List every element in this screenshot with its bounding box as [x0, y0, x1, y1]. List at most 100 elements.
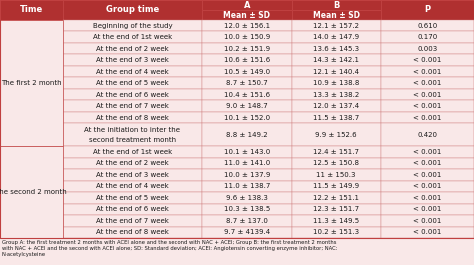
Bar — [63, 0, 202, 20]
Text: 9.7 ± 4139.4: 9.7 ± 4139.4 — [224, 229, 270, 235]
Bar — [381, 227, 474, 238]
Bar — [0, 0, 63, 20]
Text: 10.2 ± 151.3: 10.2 ± 151.3 — [313, 229, 359, 235]
Bar — [381, 192, 474, 204]
Text: 8.7 ± 150.7: 8.7 ± 150.7 — [226, 80, 268, 86]
Bar — [292, 227, 381, 238]
Text: 12.5 ± 150.8: 12.5 ± 150.8 — [313, 160, 359, 166]
Bar — [381, 20, 474, 32]
Text: 8.7 ± 137.0: 8.7 ± 137.0 — [226, 218, 268, 224]
Bar — [63, 112, 202, 123]
Text: The second 2 month: The second 2 month — [0, 189, 67, 195]
Text: P: P — [424, 6, 430, 15]
Text: At the initiation to inter the: At the initiation to inter the — [84, 127, 181, 133]
Bar — [292, 20, 381, 32]
Bar — [381, 123, 474, 146]
Text: 11.5 ± 149.9: 11.5 ± 149.9 — [313, 183, 359, 189]
Text: At the end of 3 week: At the end of 3 week — [96, 172, 169, 178]
Text: 12.0 ± 137.4: 12.0 ± 137.4 — [313, 103, 359, 109]
Bar — [292, 100, 381, 112]
Text: < 0.001: < 0.001 — [413, 92, 441, 98]
Text: 12.2 ± 151.1: 12.2 ± 151.1 — [313, 195, 359, 201]
Text: 10.6 ± 151.6: 10.6 ± 151.6 — [224, 57, 270, 63]
Text: 10.4 ± 151.6: 10.4 ± 151.6 — [224, 92, 270, 98]
Text: 10.9 ± 138.8: 10.9 ± 138.8 — [313, 80, 359, 86]
Text: 12.1 ± 157.2: 12.1 ± 157.2 — [313, 23, 359, 29]
Bar — [381, 32, 474, 43]
Bar — [63, 20, 202, 32]
Bar — [381, 146, 474, 158]
Text: Time: Time — [19, 6, 43, 15]
Bar — [0, 20, 63, 146]
Text: second treatment month: second treatment month — [89, 137, 176, 143]
Bar — [202, 66, 292, 77]
Text: Group time: Group time — [106, 6, 159, 15]
Text: 10.0 ± 150.9: 10.0 ± 150.9 — [224, 34, 270, 40]
Text: At the end of 5 week: At the end of 5 week — [96, 195, 169, 201]
Bar — [292, 146, 381, 158]
Text: The first 2 month: The first 2 month — [1, 80, 62, 86]
Bar — [381, 215, 474, 227]
Text: Mean ± SD: Mean ± SD — [312, 11, 360, 20]
Text: 13.6 ± 145.3: 13.6 ± 145.3 — [313, 46, 359, 52]
Text: 10.1 ± 143.0: 10.1 ± 143.0 — [224, 149, 270, 155]
Text: 12.3 ± 151.7: 12.3 ± 151.7 — [313, 206, 359, 212]
Bar — [292, 192, 381, 204]
Text: < 0.001: < 0.001 — [413, 57, 441, 63]
Bar — [381, 66, 474, 77]
Text: At the end of 6 week: At the end of 6 week — [96, 206, 169, 212]
Bar — [381, 158, 474, 169]
Text: At the end of 7 week: At the end of 7 week — [96, 103, 169, 109]
Text: 8.8 ± 149.2: 8.8 ± 149.2 — [226, 132, 268, 138]
Bar — [202, 112, 292, 123]
Bar — [202, 158, 292, 169]
Bar — [63, 54, 202, 66]
Bar — [202, 10, 292, 20]
Bar — [381, 89, 474, 100]
Bar — [202, 169, 292, 181]
Bar — [63, 123, 202, 146]
Text: < 0.001: < 0.001 — [413, 218, 441, 224]
Text: At the end of 1st week: At the end of 1st week — [93, 34, 172, 40]
Text: At the end of 7 week: At the end of 7 week — [96, 218, 169, 224]
Bar — [292, 89, 381, 100]
Bar — [63, 227, 202, 238]
Bar — [381, 204, 474, 215]
Text: 12.4 ± 151.7: 12.4 ± 151.7 — [313, 149, 359, 155]
Text: < 0.001: < 0.001 — [413, 114, 441, 121]
Text: < 0.001: < 0.001 — [413, 229, 441, 235]
Bar — [381, 43, 474, 54]
Bar — [63, 215, 202, 227]
Bar — [292, 77, 381, 89]
Bar — [63, 146, 202, 158]
Text: Group A: the first treatment 2 months with ACEI alone and the second with NAC + : Group A: the first treatment 2 months wi… — [2, 240, 337, 257]
Bar — [202, 77, 292, 89]
Bar — [63, 89, 202, 100]
Text: B: B — [333, 1, 339, 10]
Text: < 0.001: < 0.001 — [413, 103, 441, 109]
Bar — [202, 43, 292, 54]
Text: At the end of 3 week: At the end of 3 week — [96, 57, 169, 63]
Text: 0.170: 0.170 — [417, 34, 438, 40]
Bar — [292, 204, 381, 215]
Bar — [381, 77, 474, 89]
Text: < 0.001: < 0.001 — [413, 69, 441, 75]
Text: < 0.001: < 0.001 — [413, 183, 441, 189]
Bar — [63, 100, 202, 112]
Bar — [202, 204, 292, 215]
Bar — [202, 181, 292, 192]
Bar — [63, 181, 202, 192]
Bar — [292, 169, 381, 181]
Text: < 0.001: < 0.001 — [413, 149, 441, 155]
Bar — [202, 227, 292, 238]
Text: At the end of 8 week: At the end of 8 week — [96, 114, 169, 121]
Text: 0.003: 0.003 — [417, 46, 438, 52]
Text: Mean ± SD: Mean ± SD — [223, 11, 271, 20]
Text: < 0.001: < 0.001 — [413, 172, 441, 178]
Bar — [63, 158, 202, 169]
Text: 10.3 ± 138.5: 10.3 ± 138.5 — [224, 206, 270, 212]
Text: At the end of 1st week: At the end of 1st week — [93, 149, 172, 155]
Text: 11.0 ± 141.0: 11.0 ± 141.0 — [224, 160, 270, 166]
Bar — [63, 77, 202, 89]
Bar — [202, 215, 292, 227]
